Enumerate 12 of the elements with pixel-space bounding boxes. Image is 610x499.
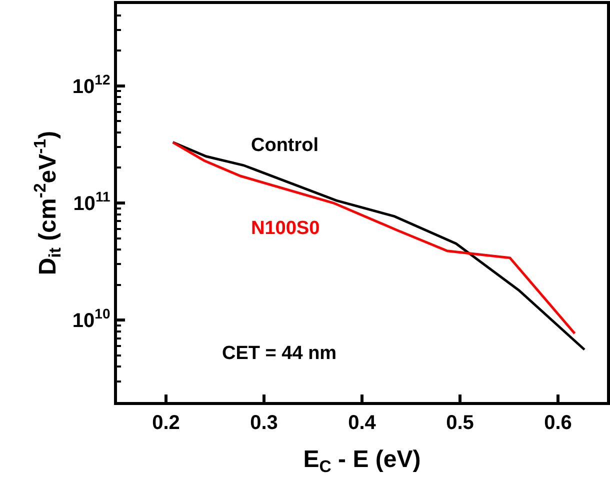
annotation: CET = 44 nm (222, 343, 337, 364)
series-label: Control (251, 135, 319, 156)
x-tick-label: 0.6 (544, 412, 572, 434)
x-tick-label: 0.4 (348, 412, 377, 434)
y-tick-label: 10$^{12}$ (72, 71, 110, 98)
x-tick-label: 0.5 (446, 412, 474, 434)
y-tick-label: 10$^{10}$ (72, 306, 110, 332)
y-tick-label: 10$^{11}$ (73, 188, 110, 215)
x-axis-title: E$_{C}$ - E (eV) (303, 446, 421, 476)
x-tick-label: 0.2 (152, 412, 180, 434)
x-tick-label: 0.3 (250, 412, 278, 434)
series-label: N100S0 (251, 218, 320, 239)
